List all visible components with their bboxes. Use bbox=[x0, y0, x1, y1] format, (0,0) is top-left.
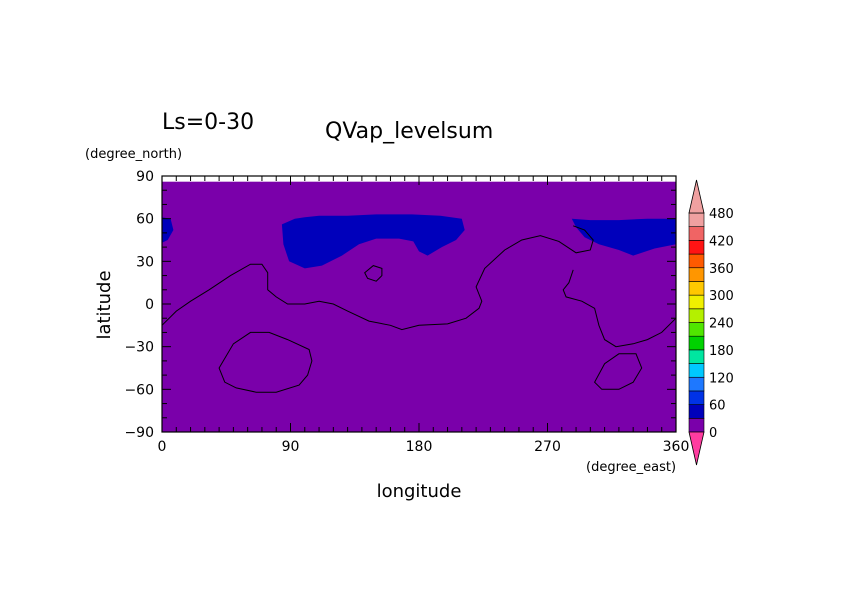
colorbar-swatch bbox=[688, 294, 705, 310]
x-tick-label: 0 bbox=[158, 439, 167, 455]
colorbar-swatch bbox=[688, 349, 705, 364]
plot-area bbox=[162, 181, 676, 432]
x-tick-label: 270 bbox=[534, 439, 561, 455]
contour-line bbox=[218, 331, 313, 393]
colorbar-label: 60 bbox=[709, 399, 726, 414]
region-north-east bbox=[571, 218, 676, 256]
y-tick-label: 0 bbox=[145, 297, 154, 313]
colorbar-swatch bbox=[688, 363, 705, 378]
region-north-west-edge bbox=[162, 217, 174, 243]
colorbar-swatch bbox=[688, 281, 705, 296]
chart-title: QVap_levelsum bbox=[325, 119, 493, 144]
contour-line bbox=[364, 265, 383, 282]
colorbar-label: 180 bbox=[709, 344, 734, 359]
y-tick-label: 90 bbox=[136, 169, 154, 185]
colorbar-label: 360 bbox=[709, 262, 734, 277]
colorbar-swatch bbox=[688, 240, 705, 255]
colorbar-label: 420 bbox=[709, 234, 734, 249]
y-tick-label: 60 bbox=[136, 212, 154, 228]
colorbar-label: 240 bbox=[709, 317, 734, 332]
x-unit-label: (degree_east) bbox=[586, 460, 676, 475]
colorbar-swatch bbox=[688, 418, 705, 433]
x-tick-label: 180 bbox=[406, 439, 433, 455]
colorbar-under-arrow bbox=[688, 431, 705, 466]
y-tick-label: −60 bbox=[124, 382, 154, 398]
chart-subtitle: Ls=0-30 bbox=[162, 110, 254, 135]
colorbar: 0 60 120 180 240 300 360 420 480 bbox=[688, 179, 734, 466]
contour-line bbox=[593, 353, 643, 390]
contour-line bbox=[161, 225, 594, 331]
colorbar-swatch bbox=[688, 226, 705, 241]
y-tick-label: −30 bbox=[124, 340, 154, 356]
x-tick-label: 90 bbox=[282, 439, 300, 455]
colorbar-swatch bbox=[688, 308, 705, 323]
colorbar-swatch bbox=[688, 376, 705, 392]
colorbar-swatch bbox=[688, 390, 705, 405]
plot-frame: 0 90 180 270 360 90 60 30 0 −30 −60 −90 bbox=[124, 169, 689, 455]
y-axis-label: latitude bbox=[94, 270, 115, 339]
colorbar-label: 120 bbox=[709, 371, 734, 386]
colorbar-over-arrow bbox=[688, 179, 705, 214]
colorbar-swatch bbox=[688, 253, 705, 269]
colorbar-swatch bbox=[688, 404, 705, 419]
colorbar-swatch bbox=[688, 212, 705, 227]
colorbar-swatch bbox=[688, 335, 705, 351]
contour-lines bbox=[161, 225, 677, 393]
colorbar-label: 300 bbox=[709, 289, 734, 304]
colorbar-swatch bbox=[688, 267, 705, 282]
x-tick-label: 360 bbox=[663, 439, 690, 455]
colorbar-label: 0 bbox=[709, 426, 717, 441]
y-tick-label: 30 bbox=[136, 254, 154, 270]
colorbar-swatch bbox=[688, 322, 705, 337]
contour-line bbox=[562, 269, 677, 348]
x-axis-label: longitude bbox=[377, 481, 462, 502]
colorbar-label: 480 bbox=[709, 207, 734, 222]
region-north-central bbox=[281, 214, 465, 269]
y-unit-label: (degree_north) bbox=[85, 147, 182, 162]
y-tick-label: −90 bbox=[124, 425, 154, 441]
